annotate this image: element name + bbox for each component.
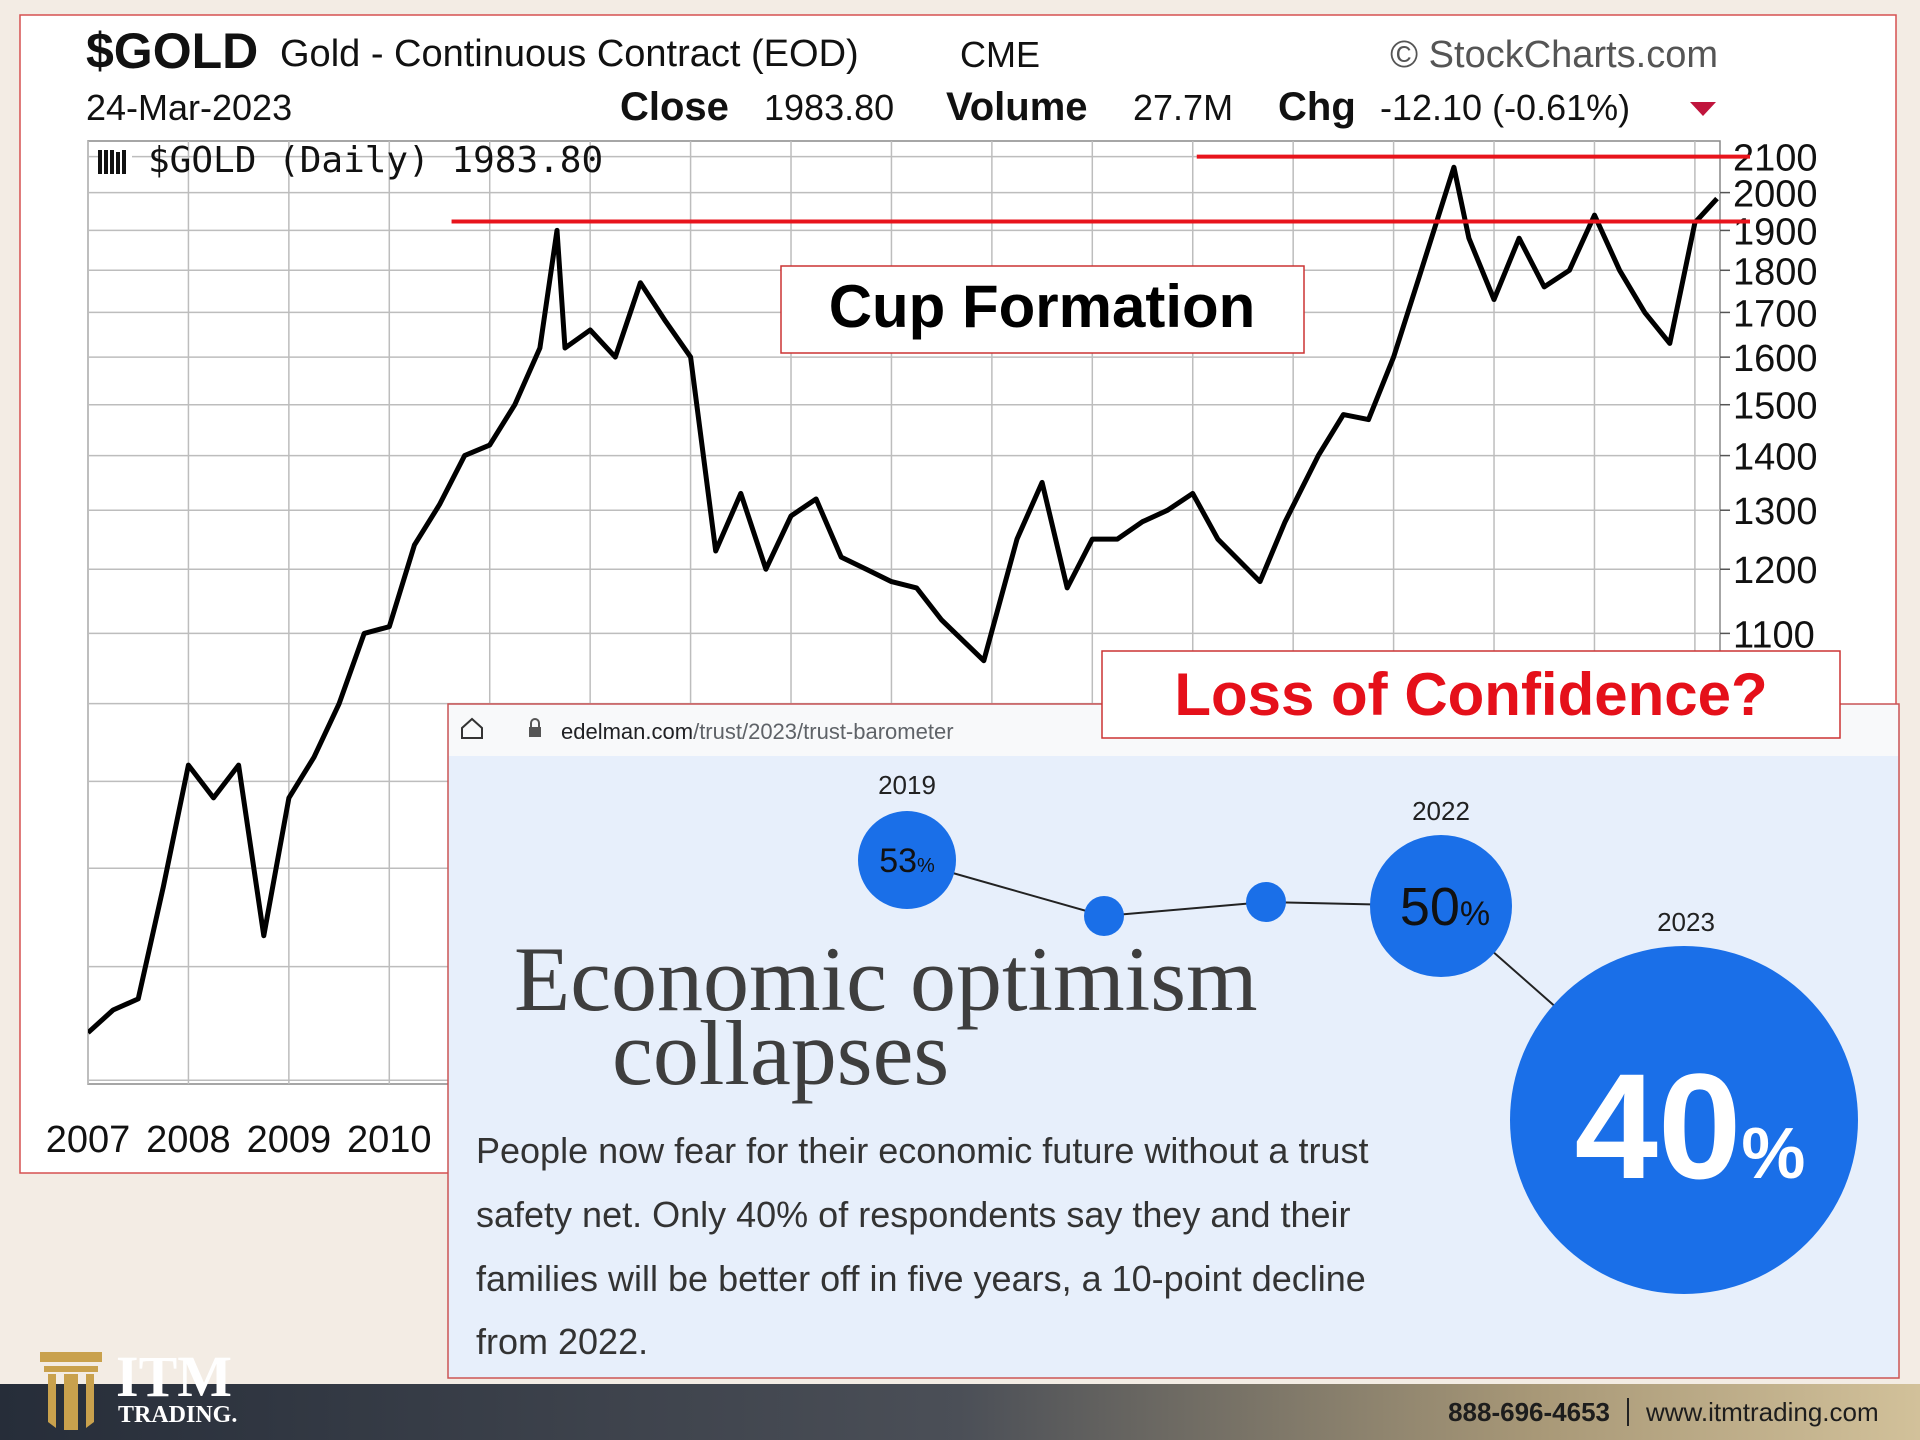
stat-value: 1983.80 [764,87,894,128]
date: 24-Mar-2023 [86,87,292,128]
y-tick-label: 2000 [1733,174,1818,216]
dot [1246,882,1286,922]
callout: Loss of Confidence? [1174,661,1767,728]
stat-label: Close [620,85,729,129]
annotation-box [780,265,1305,354]
source: © StockCharts.com [1390,34,1718,76]
url-path: /trust/2023/trust-barometer [693,719,953,744]
headline: Economic optimism [514,928,1258,1030]
bubble [858,811,956,909]
x-tick-label: 2010 [347,1119,432,1161]
website: www.itmtrading.com [1645,1397,1879,1427]
exchange: CME [960,34,1040,75]
year-label: 2019 [878,770,936,800]
paragraph-line: People now fear for their economic futur… [476,1130,1368,1171]
stat-label: Chg [1278,85,1356,129]
y-tick-label: 1600 [1733,338,1818,380]
bubble [1370,835,1512,977]
x-tick-label: 2009 [247,1119,332,1161]
logo-mark [40,1352,102,1430]
paragraph-line: from 2022. [476,1321,648,1362]
url: edelman.com/trust/2023/trust-barometer [561,719,954,744]
logo-sub: TRADING. [118,1402,237,1428]
bubble-value: 53 [879,842,917,880]
x-tick-label: 2008 [146,1119,231,1161]
y-tick-label: 1300 [1733,491,1818,533]
annotation: Cup Formation [829,273,1256,340]
url-domain: edelman.com [561,719,693,744]
headline: collapses [612,1002,949,1104]
bubble-unit: % [917,855,935,877]
legend-label: $GOLD (Daily) 1983.80 [148,140,603,181]
logo: ITM [116,1344,232,1409]
year-label: 2022 [1412,796,1470,826]
legend-bg [98,148,132,178]
bubble-label: 53% [879,842,935,880]
bubble-value: 50 [1400,877,1460,937]
y-tick-label: 1700 [1733,293,1818,335]
lock-shackle [530,718,540,727]
home-icon [461,717,483,739]
bubble [1510,946,1858,1294]
stat-value: 27.7M [1133,87,1233,128]
dot [1084,896,1124,936]
legend-icon [98,150,126,174]
phone: 888-696-4653 [1448,1397,1610,1427]
y-tick-label: 1900 [1733,211,1818,253]
bubble-unit: % [1741,1114,1805,1194]
y-tick-label: 1800 [1733,251,1818,293]
price-line [88,164,1719,1035]
year-label: 2023 [1657,907,1715,937]
y-tick-label: 1100 [1733,614,1815,656]
stat-label: Volume [946,85,1088,129]
chart-title: $GOLD [86,23,258,79]
bubble-label: 40% [1575,1042,1806,1210]
bubble-label: 50% [1400,877,1490,937]
bubble-unit: % [1460,895,1490,933]
plot [88,164,1719,1035]
paragraph-line: safety net. Only 40% of respondents say … [476,1194,1351,1235]
lock-icon [529,727,541,737]
y-tick-label: 1500 [1733,386,1818,428]
y-tick-label: 1200 [1733,550,1818,592]
bubble-value: 40 [1575,1042,1742,1210]
y-tick-label: 1400 [1733,437,1818,479]
stat-value: -12.10 (-0.61%) [1380,87,1630,128]
paragraph-line: families will be better off in five year… [476,1258,1366,1299]
footer-bar [0,1384,1920,1440]
x-tick-label: 2007 [46,1119,131,1161]
chart-subtitle: Gold - Continuous Contract (EOD) [280,33,859,75]
callout-box [1101,650,1841,739]
down-arrow [1690,102,1716,116]
